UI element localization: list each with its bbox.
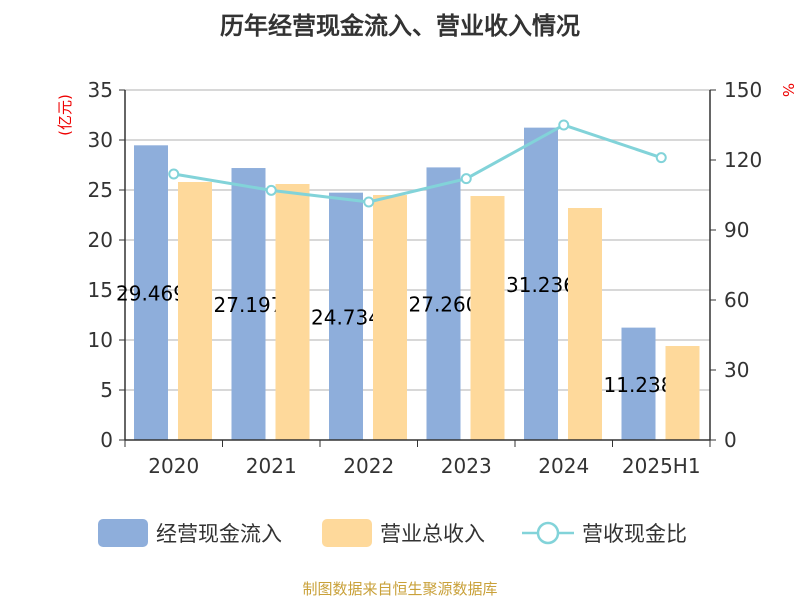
legend-line-icon (522, 521, 574, 545)
data-label: 27.197 (214, 293, 284, 317)
bar-cash-inflow (426, 167, 461, 440)
left-tick-label: 30 (88, 128, 113, 152)
left-tick-label: 25 (88, 178, 113, 202)
legend-cash-inflow[interactable]: 经营现金流入 (98, 518, 282, 548)
bar-cash-inflow (134, 145, 168, 440)
source-note: 制图数据来自恒生聚源数据库 (302, 580, 498, 598)
x-tick-label: 2022 (343, 454, 394, 478)
legend-ratio[interactable]: 营收现金比 (522, 518, 687, 548)
line-point (363, 196, 375, 208)
right-tick-label: 30 (724, 358, 749, 382)
x-tick-label: 2020 (148, 454, 199, 478)
right-tick-label: 90 (724, 218, 749, 242)
bar-cash-inflow (621, 327, 656, 440)
legend-revenue[interactable]: 营业总收入 (322, 518, 485, 548)
legend-label: 营收现金比 (582, 522, 687, 546)
bar-cash-inflow (329, 192, 363, 440)
left-axis-label: (亿元) (56, 94, 74, 136)
right-tick-label: 0 (724, 428, 737, 452)
bar-revenue (665, 346, 700, 440)
line-point (168, 168, 180, 180)
chart-title: 历年经营现金流入、营业收入情况 (220, 12, 580, 40)
left-tick-label: 35 (88, 78, 113, 102)
bar-cash-inflow (524, 127, 558, 440)
bar-cash-inflow (231, 168, 266, 440)
data-label: 27.260 (409, 293, 479, 317)
bar-revenue (373, 195, 407, 440)
bar-revenue (568, 208, 602, 440)
data-label: 31.236 (506, 273, 576, 297)
left-tick-label: 15 (88, 278, 113, 302)
right-axis-label: % (779, 83, 797, 97)
line-point (655, 152, 667, 164)
legend-label: 经营现金流入 (156, 522, 282, 546)
line-point (460, 173, 472, 185)
bar-revenue (470, 196, 505, 440)
right-tick-label: 150 (724, 78, 762, 102)
line-ratio (173, 123, 662, 204)
bar-revenue (178, 182, 212, 440)
line-point (265, 184, 277, 196)
data-label: 11.238 (604, 373, 674, 397)
right-tick-label: 60 (724, 288, 749, 312)
legend-swatch (98, 519, 148, 547)
bar-revenue (275, 184, 310, 440)
x-tick-label: 2025H1 (622, 454, 701, 478)
right-tick-label: 120 (724, 148, 762, 172)
x-tick-label: 2021 (246, 454, 297, 478)
x-tick-label: 2024 (538, 454, 589, 478)
legend-swatch (322, 519, 372, 547)
legend-label: 营业总收入 (380, 522, 485, 546)
data-label: 29.469 (116, 282, 186, 306)
left-tick-label: 20 (88, 228, 113, 252)
left-tick-label: 0 (100, 428, 113, 452)
left-tick-label: 10 (88, 328, 113, 352)
left-tick-label: 5 (100, 378, 113, 402)
data-label: 24.734 (311, 305, 381, 329)
line-point (558, 119, 570, 131)
x-tick-label: 2023 (441, 454, 492, 478)
